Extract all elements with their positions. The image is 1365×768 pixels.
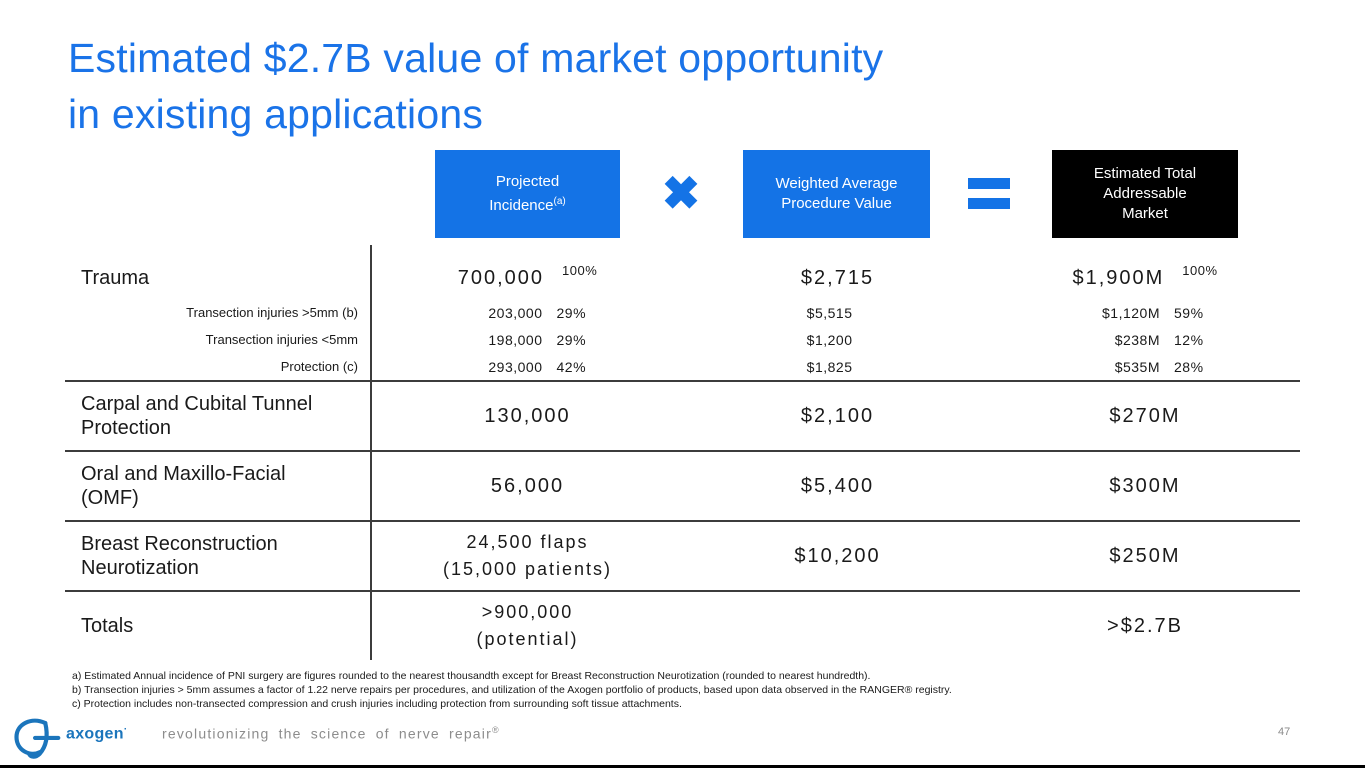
axogen-wordmark: axogen· [66,724,128,743]
row-label: Breast Reconstruction Neurotization [81,533,278,579]
footnote-a: a) Estimated Annual incidence of PNI sur… [72,670,871,682]
row-label: Totals [81,615,134,637]
tam-value: $250M [1109,544,1181,567]
header-box-projected-incidence: Projected Incidence(a) [435,150,620,238]
procedure-value-line1: Weighted Average [775,175,898,192]
trauma-procedure-value-cell: $2,715 [685,267,990,290]
axogen-logo-icon [10,714,62,765]
slide-bottom-edge [0,765,1365,768]
trauma-tam-cell: $1,900M 100% [990,263,1300,290]
procedure-value: $5,400 [800,474,875,497]
tagline: revolutionizing the science of nerve rep… [162,725,499,742]
footnote-b: b) Transection injuries > 5mm assumes a … [72,684,952,696]
footnote-a-ref: (a) [553,196,566,207]
procedure-value: $2,100 [800,404,875,427]
projected-incidence-line1: Projected [495,173,560,190]
table-row-breast-reconstruction: Breast Reconstruction Neurotization 24,5… [65,520,1300,590]
tam-percent: 28% [1174,358,1204,375]
header-box-procedure-value: Weighted Average Procedure Value [743,150,930,238]
tam-percent: 100% [1182,262,1218,278]
procedure-value: $1,200 [806,331,853,348]
row-label: Protection (c) [280,359,358,374]
row-label: Trauma [81,267,150,289]
page-title-line1: Estimated $2.7B value of market opportun… [68,35,884,81]
row-label: Transection injuries >5mm (b) [186,305,358,320]
table-row-carpal-cubital: Carpal and Cubital Tunnel Protection 130… [65,380,1300,450]
row-label: Transection injuries <5mm [205,332,358,347]
tam-box-line1: Estimated Total [1093,165,1197,182]
procedure-value: $10,200 [794,544,881,567]
registered-mark: ® [491,725,499,735]
incidence-value: 203,000 [488,304,543,321]
table-row-protection: Protection (c) 293,000 42% $1,825 $535M … [65,353,1300,380]
table-row-omf: Oral and Maxillo-Facial (OMF) 56,000 $5,… [65,450,1300,520]
tam-value: $1,900M [1072,266,1165,289]
page-number: 47 [1278,726,1291,738]
incidence-percent: 42% [556,358,587,375]
incidence-value-line1: >900,000 [481,602,574,622]
incidence-value-line2: (15,000 patients) [442,559,613,579]
footnote-c: c) Protection includes non-transected co… [72,698,682,710]
incidence-value-line1: 24,500 flaps [466,532,589,552]
tam-value: $535M [1114,358,1160,375]
incidence-percent: 100% [562,262,598,278]
incidence-percent: 29% [556,331,587,348]
tam-value: $300M [1109,474,1181,497]
trademark-dot: · [123,724,128,735]
projected-incidence-line2: Incidence [489,197,554,214]
table-row-transection-lt5mm: Transection injuries <5mm 198,000 29% $1… [65,326,1300,353]
trauma-incidence-cell: 700,000 100% [370,263,685,290]
multiply-icon: ✖ [661,167,701,219]
row-label: Oral and Maxillo-Facial (OMF) [81,463,286,509]
tam-box-line3: Market [1122,205,1168,222]
page-title-line2: in existing applications [68,91,484,137]
table-row-totals: Totals >900,000 (potential) >$2.7B [65,590,1300,660]
incidence-value: 130,000 [484,404,571,427]
procedure-value: $2,715 [800,266,875,289]
tam-value: $238M [1114,331,1160,348]
tam-value: >$2.7B [1107,614,1183,637]
table-row-transection-gt5mm: Transection injuries >5mm (b) 203,000 29… [65,299,1300,326]
table-row-trauma-group: Trauma 700,000 100% $2,715 $1,900M 100% … [65,245,1300,380]
market-table: Trauma 700,000 100% $2,715 $1,900M 100% … [65,245,1300,660]
procedure-value: $1,825 [806,358,853,375]
tam-value: $1,120M [1102,304,1160,321]
incidence-percent: 29% [556,304,587,321]
procedure-value: $5,515 [806,304,853,321]
equals-icon [968,178,1010,209]
tam-box-line2: Addressable [1103,185,1187,202]
tam-value: $270M [1109,404,1181,427]
header-box-total-addressable-market: Estimated Total Addressable Market [1052,150,1238,238]
incidence-value-line2: (potential) [476,629,579,649]
incidence-value: 56,000 [490,474,565,497]
tam-percent: 59% [1174,304,1204,321]
procedure-value-line2: Procedure Value [781,195,892,212]
table-vertical-divider [370,245,372,660]
tam-percent: 12% [1174,331,1204,348]
table-row-trauma: Trauma 700,000 100% $2,715 $1,900M 100% [65,257,1300,299]
row-label: Carpal and Cubital Tunnel Protection [81,393,313,439]
incidence-value: 293,000 [488,358,543,375]
page-title: Estimated $2.7B value of market opportun… [68,30,883,142]
incidence-value: 700,000 [457,266,545,289]
incidence-value: 198,000 [488,331,543,348]
footnotes: a) Estimated Annual incidence of PNI sur… [72,669,952,711]
